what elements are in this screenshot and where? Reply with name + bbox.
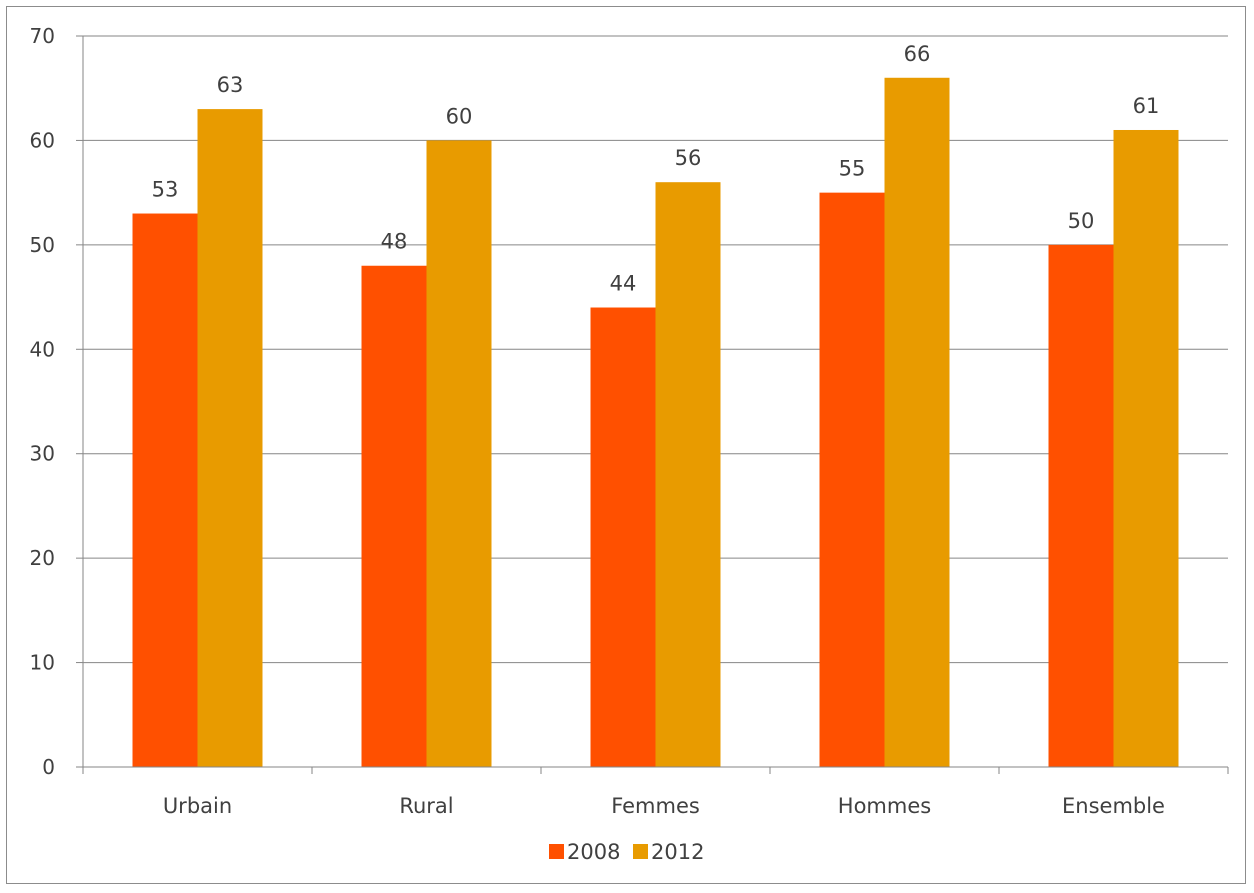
x-axis: Urbain Rural Femmes Hommes Ensemble xyxy=(82,766,1229,818)
data-label: 50 xyxy=(1068,209,1095,233)
data-label: 44 xyxy=(610,272,637,296)
bar-2008-urbain xyxy=(132,213,198,767)
bar-2008-rural xyxy=(361,265,427,767)
y-tick-label: 20 xyxy=(30,546,55,570)
data-label: 56 xyxy=(675,146,702,170)
legend: 2008 2012 xyxy=(549,840,704,864)
y-tick-label: 70 xyxy=(30,24,55,48)
x-tick-label: Hommes xyxy=(838,794,931,818)
y-tick-label: 40 xyxy=(30,337,55,361)
data-label: 53 xyxy=(152,178,179,202)
data-label: 55 xyxy=(839,157,866,181)
bar-2008-femmes xyxy=(590,307,656,767)
bar-2012-rural xyxy=(426,140,492,767)
legend-swatch-2008 xyxy=(549,844,564,859)
y-tick-label: 50 xyxy=(30,233,55,257)
y-tick-label: 10 xyxy=(30,651,55,675)
bar-2012-femmes xyxy=(655,182,721,767)
data-label: 66 xyxy=(904,42,931,66)
x-tick-label: Rural xyxy=(399,794,453,818)
y-tick-label: 0 xyxy=(42,755,55,779)
x-tick-label: Urbain xyxy=(163,794,232,818)
y-tick-label: 30 xyxy=(30,442,55,466)
legend-label: 2012 xyxy=(651,840,704,864)
bar-2008-hommes xyxy=(819,192,885,768)
bar-2008-ensemble xyxy=(1048,244,1114,767)
bar-2012-hommes xyxy=(884,77,950,768)
data-label: 48 xyxy=(381,230,408,254)
legend-label: 2008 xyxy=(567,840,620,864)
x-tick-label: Ensemble xyxy=(1062,794,1165,818)
data-labels: 53 63 48 60 44 56 55 66 50 61 xyxy=(152,42,1160,296)
bar-2012-ensemble xyxy=(1113,129,1179,767)
legend-swatch-2012 xyxy=(633,844,648,859)
data-label: 63 xyxy=(217,73,244,97)
x-tick-label: Femmes xyxy=(611,794,700,818)
bar-2012-urbain xyxy=(197,109,263,768)
bars xyxy=(132,77,1179,768)
data-label: 60 xyxy=(446,104,473,128)
y-tick-label: 60 xyxy=(30,128,55,152)
data-label: 61 xyxy=(1133,94,1160,118)
y-axis: 0 10 20 30 40 50 60 70 xyxy=(30,24,84,779)
